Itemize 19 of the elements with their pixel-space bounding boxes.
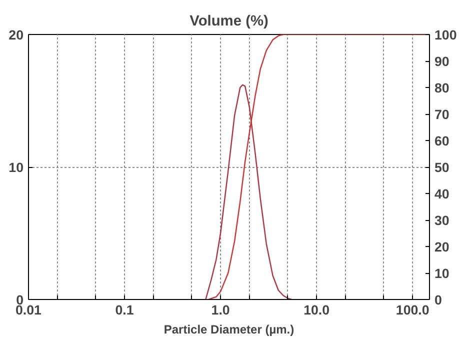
- y2-tick-label: 30: [434, 213, 450, 228]
- y2-tick-label: 90: [434, 54, 450, 69]
- y2-tick-label: 70: [434, 107, 450, 122]
- y2-tick-label: 50: [434, 160, 450, 175]
- y-tick-label: 10: [8, 160, 24, 175]
- x-tick-label: 0.1: [115, 302, 134, 318]
- y2-tick-label: 100: [434, 28, 457, 42]
- chart-title: Volume (%): [190, 14, 268, 30]
- y2-tick-label: 0: [434, 292, 442, 308]
- y2-tick-label: 20: [434, 240, 450, 254]
- y-tick-label: 20: [8, 28, 24, 42]
- x-axis-title: Particle Diameter (µm.): [164, 322, 294, 336]
- y2-tick-label: 60: [434, 134, 450, 148]
- x-tick-label: 100.0: [396, 302, 430, 318]
- y2-tick-label: 40: [434, 186, 450, 202]
- x-tick-label: 1.0: [211, 302, 230, 318]
- y2-tick-label: 80: [434, 80, 450, 96]
- x-tick-label: 10.0: [304, 302, 330, 318]
- y2-tick-label: 10: [434, 266, 450, 281]
